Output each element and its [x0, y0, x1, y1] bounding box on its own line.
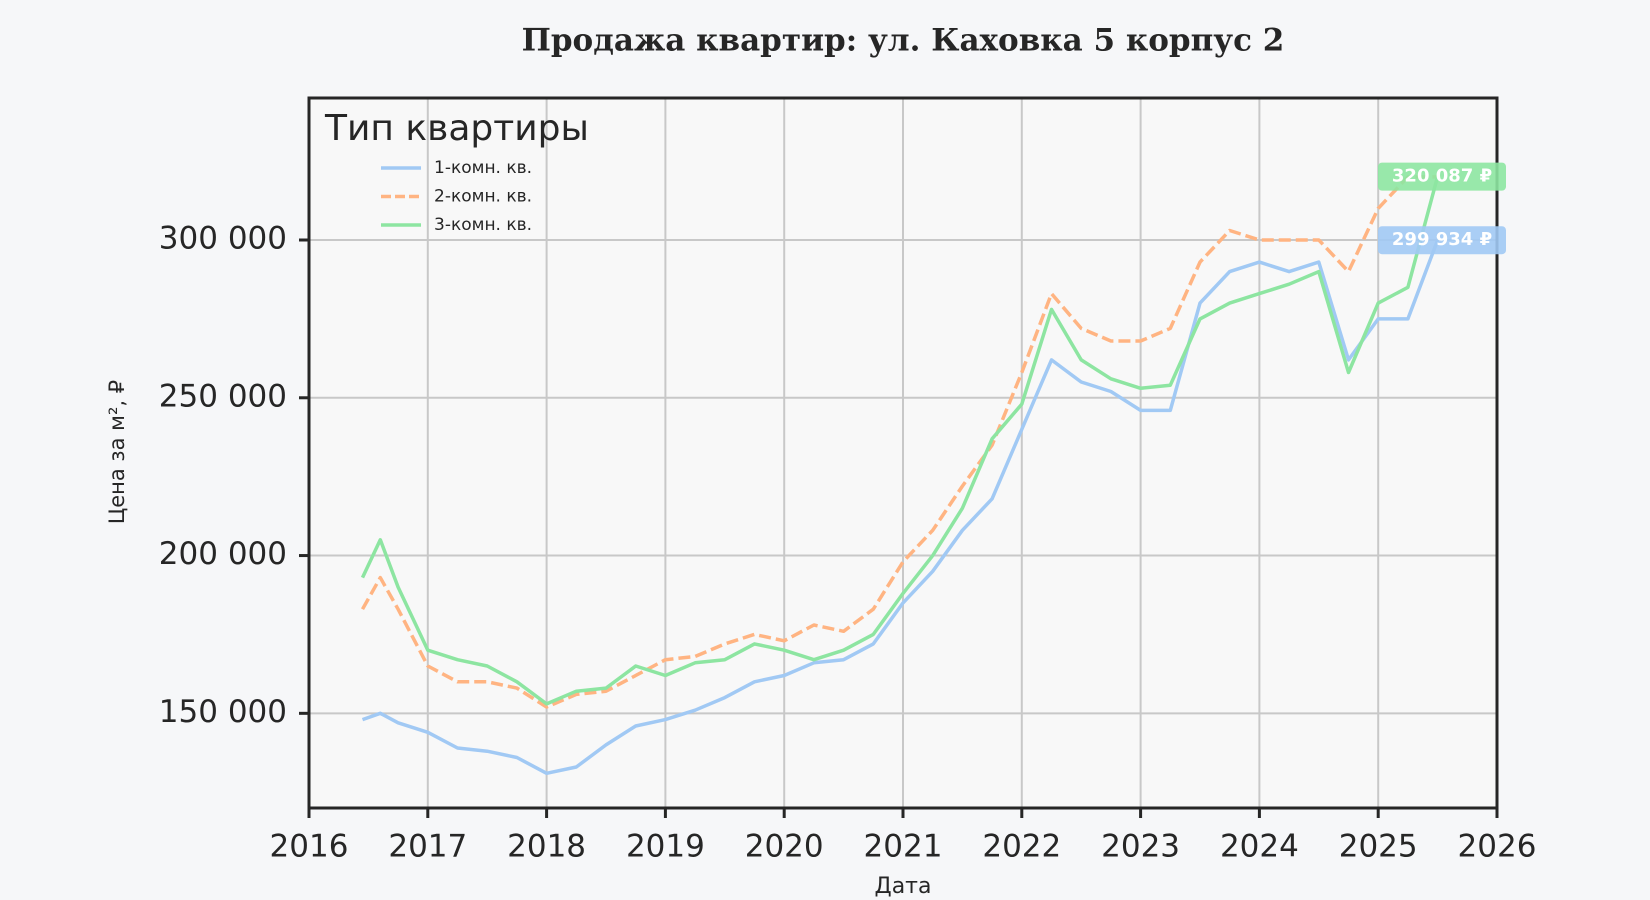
- x-tick-label: 2020: [745, 829, 824, 865]
- x-tick-label: 2016: [270, 829, 349, 865]
- y-tick-label: 300 000: [159, 221, 287, 257]
- series-line: [360, 176, 1440, 706]
- y-tick-label: 200 000: [159, 536, 287, 572]
- x-tick-label: 2017: [388, 829, 467, 865]
- x-tick-label: 2024: [1220, 829, 1299, 865]
- x-tick-label: 2019: [626, 829, 705, 865]
- legend-title: Тип квартиры: [324, 108, 589, 149]
- value-label-box: [1378, 226, 1506, 255]
- legend-label: 3-комн. кв.: [434, 215, 532, 235]
- y-axis-label: Цена за м², ₽: [105, 380, 129, 524]
- x-tick-label: 2021: [864, 829, 943, 865]
- value-label-box: [1378, 162, 1506, 191]
- value-label: 320 087 ₽: [1392, 166, 1492, 187]
- x-axis-label: Дата: [875, 874, 932, 899]
- x-tick-label: 2023: [1101, 829, 1180, 865]
- x-tick-label: 2022: [982, 829, 1061, 865]
- value-label: 299 934 ₽: [1392, 229, 1492, 250]
- x-tick-label: 2025: [1339, 829, 1418, 865]
- x-tick-label: 2026: [1458, 829, 1537, 865]
- series-line: [360, 175, 1438, 709]
- x-tick-label: 2018: [507, 829, 586, 865]
- chart-title: Продажа квартир: ул. Каховка 5 корпус 2: [522, 23, 1285, 59]
- y-tick-label: 150 000: [159, 694, 287, 730]
- legend-label: 1-комн. кв.: [434, 158, 532, 178]
- y-tick-label: 250 000: [159, 378, 287, 414]
- series-line: [361, 239, 1440, 776]
- legend-label: 2-комн. кв.: [434, 187, 532, 207]
